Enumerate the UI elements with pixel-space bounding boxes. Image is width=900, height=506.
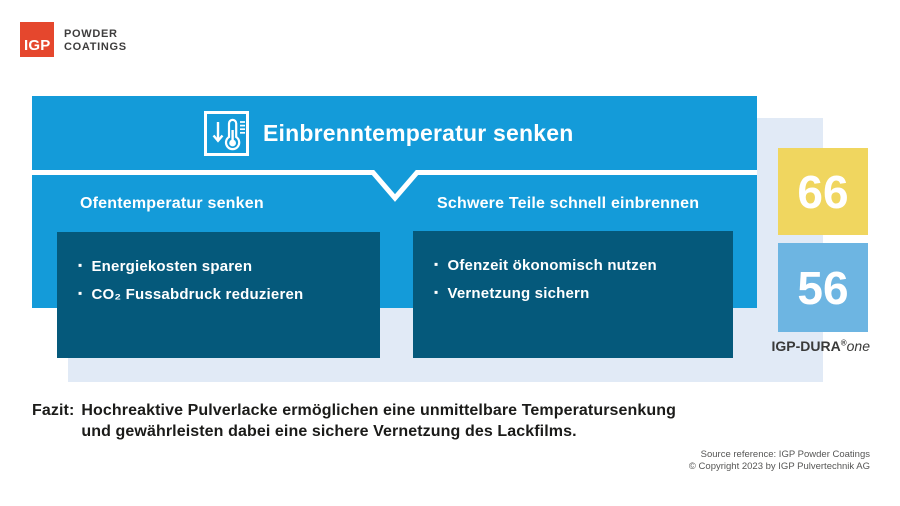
copyright-line: © Copyright 2023 by IGP Pulvertechnik AG [688, 461, 870, 472]
product-brand: IGP-DURA [771, 338, 841, 354]
bullet-item: ▪ CO₂ Fussabdruck reduzieren [78, 281, 370, 309]
temperature-badge-66: 66 [778, 148, 868, 235]
bullet-item: ▪ Ofenzeit ökonomisch nutzen [434, 252, 723, 280]
conclusion-line2: und gewährleisten dabei eine sichere Ver… [81, 423, 577, 440]
bullet-square-icon: ▪ [78, 286, 83, 300]
source-line: Source reference: IGP Powder Coatings [700, 449, 870, 460]
registered-trademark-symbol: ® [840, 338, 847, 348]
bullet-text: Vernetzung sichern [447, 285, 590, 302]
igp-logo-mark: IGP [20, 22, 54, 57]
product-variant: one [846, 338, 870, 354]
bullet-item: ▪ Vernetzung sichern [434, 280, 723, 308]
bullet-square-icon: ▪ [434, 257, 439, 271]
bullet-item: ▪ Energiekosten sparen [78, 253, 370, 281]
badge-value: 56 [797, 261, 849, 314]
badge-value: 66 [797, 165, 849, 218]
bullet-text: CO₂ Fussabdruck reduzieren [91, 286, 304, 303]
igp-logo: IGP POWDER COATINGS [20, 22, 127, 57]
logo-word-line2: COATINGS [64, 41, 127, 53]
conclusion-body: Hochreaktive Pulverlacke ermöglichen ein… [81, 400, 676, 442]
source-reference: Source reference: IGP Powder Coatings © … [689, 449, 870, 473]
column-heading-oven-temperature: Ofentemperatur senken [80, 195, 264, 212]
igp-logo-monogram: IGP [24, 37, 51, 54]
column-heading-heavy-parts: Schwere Teile schnell einbrennen [437, 195, 700, 212]
v-notch-divider [32, 170, 757, 202]
thermometer-down-icon [204, 111, 249, 156]
temperature-badge-56: 56 [778, 243, 868, 332]
banner-title: Einbrenntemperatur senken [263, 120, 574, 146]
conclusion-label: Fazit: [32, 402, 75, 419]
igp-logo-wordmark: POWDER COATINGS [64, 28, 127, 54]
conclusion-text: Fazit: Hochreaktive Pulverlacke ermöglic… [32, 400, 676, 442]
bullet-text: Ofenzeit ökonomisch nutzen [447, 257, 657, 274]
logo-word-line1: POWDER [64, 28, 118, 40]
bullet-square-icon: ▪ [78, 258, 83, 272]
conclusion-line1: Hochreaktive Pulverlacke ermöglichen ein… [81, 402, 677, 419]
product-label: IGP-DURA®one [730, 338, 871, 354]
bullet-text: Energiekosten sparen [91, 258, 253, 275]
benefits-panel-heavy-parts: ▪ Ofenzeit ökonomisch nutzen ▪ Vernetzung … [413, 231, 733, 358]
benefits-panel-oven-temperature: ▪ Energiekosten sparen ▪ CO₂ Fussabdruck r… [57, 232, 380, 358]
bullet-square-icon: ▪ [434, 285, 439, 299]
